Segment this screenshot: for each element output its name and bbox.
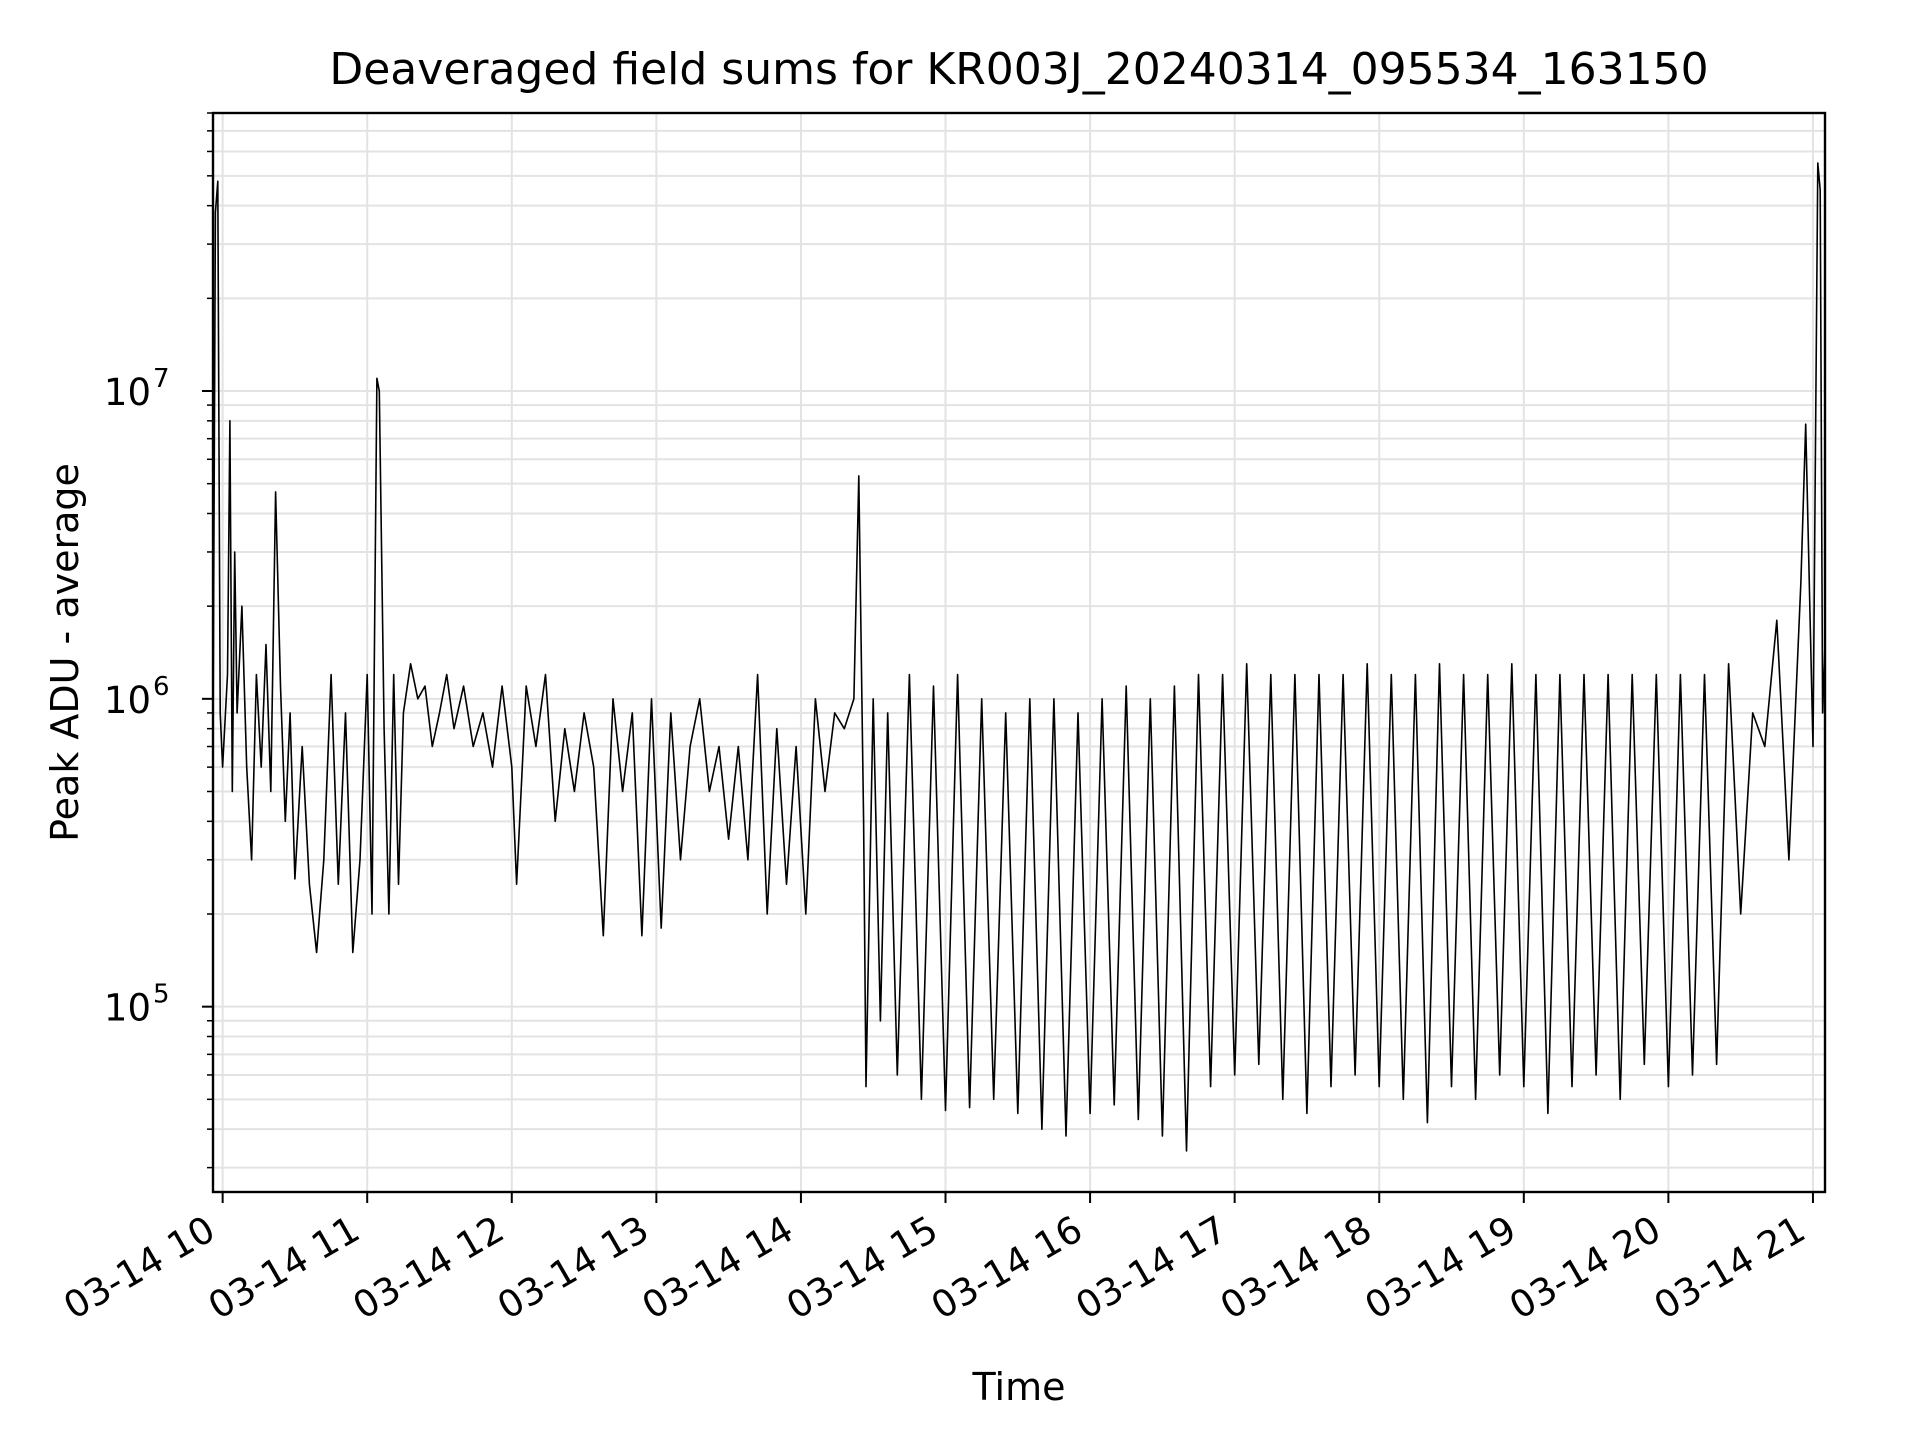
y-tick-base: 10 — [104, 987, 151, 1030]
y-tick-base: 10 — [104, 371, 151, 414]
y-axis-label: Peak ADU - average — [43, 463, 87, 842]
y-tick-label: 10 — [104, 679, 151, 722]
y-tick-exponent: 7 — [153, 364, 170, 394]
y-tick-exponent: 6 — [153, 672, 170, 702]
y-tick-exponent: 5 — [153, 980, 170, 1010]
y-tick-base: 10 — [104, 679, 151, 722]
plot-area — [212, 162, 1826, 1152]
series-line — [212, 162, 1826, 1152]
chart-title: Deaveraged field sums for KR003J_2024031… — [329, 44, 1708, 95]
plot-frame — [211, 111, 1827, 1194]
y-tick-label: 10 — [104, 987, 151, 1030]
y-tick-label: 10 — [104, 371, 151, 414]
x-axis-label: Time — [972, 1365, 1066, 1409]
